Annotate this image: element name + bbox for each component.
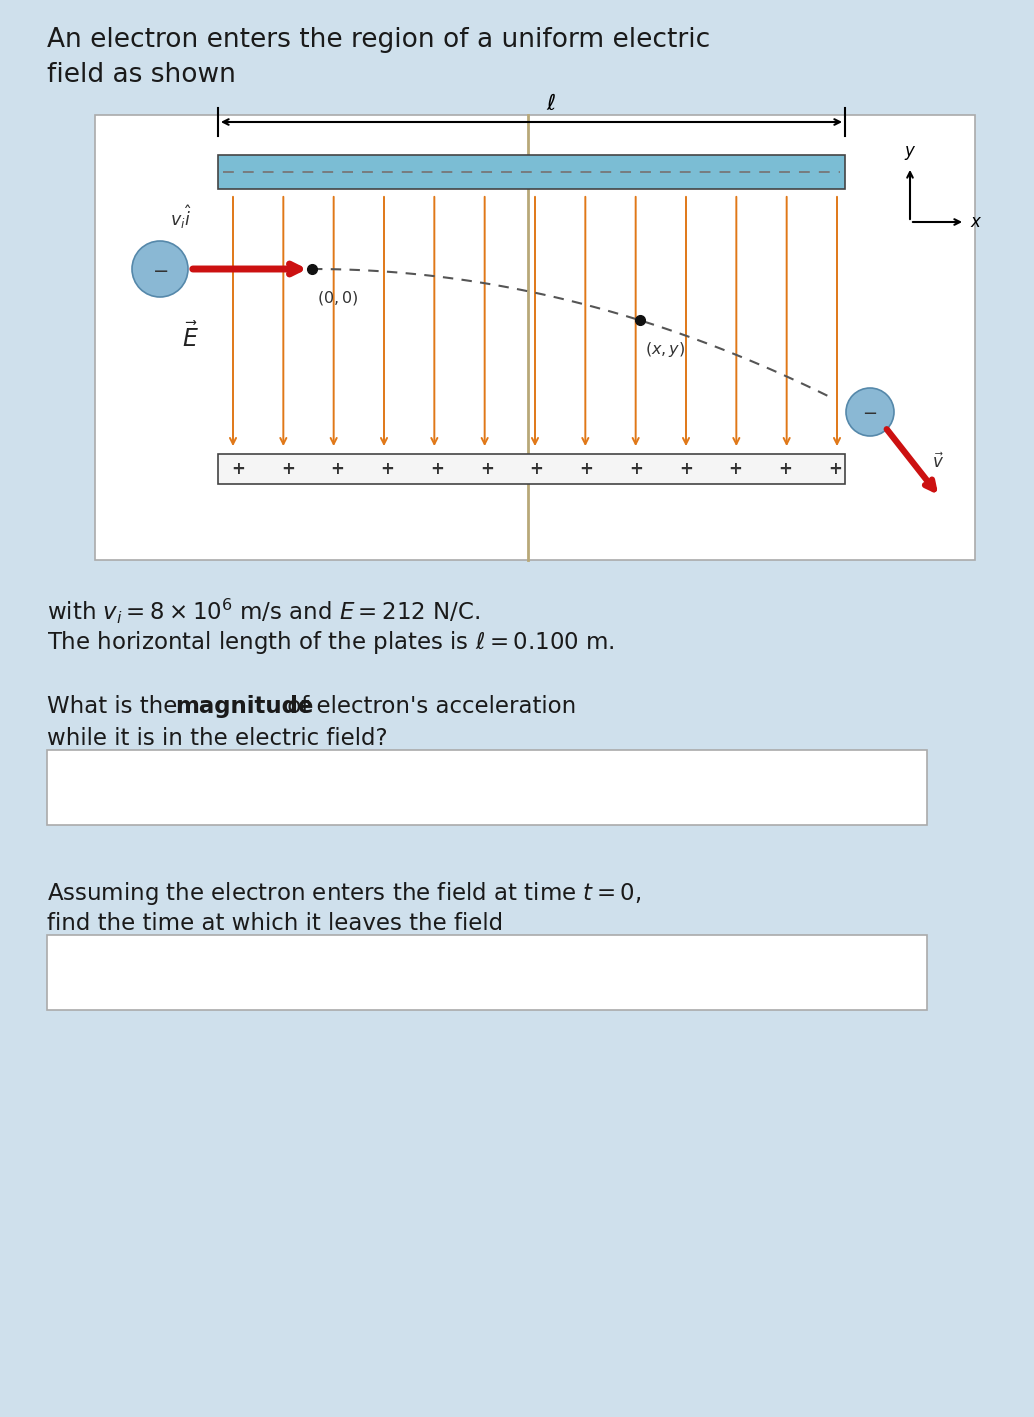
- Text: +: +: [381, 461, 394, 478]
- Bar: [47, 750, 927, 825]
- Bar: [95, 115, 975, 560]
- Text: find the time at which it leaves the field: find the time at which it leaves the fie…: [47, 913, 504, 935]
- Circle shape: [132, 241, 188, 298]
- Text: Assuming the electron enters the field at time $t = 0$,: Assuming the electron enters the field a…: [47, 880, 641, 907]
- Text: +: +: [529, 461, 544, 478]
- Text: $-$: $-$: [152, 259, 169, 279]
- Text: +: +: [828, 461, 842, 478]
- Text: $\ell$: $\ell$: [546, 94, 556, 113]
- Text: while it is in the electric field?: while it is in the electric field?: [47, 727, 388, 750]
- Text: +: +: [579, 461, 594, 478]
- Text: +: +: [331, 461, 344, 478]
- Text: $y$: $y$: [904, 145, 916, 162]
- Text: +: +: [729, 461, 742, 478]
- Text: magnitude: magnitude: [175, 694, 313, 718]
- Circle shape: [846, 388, 894, 436]
- Text: with $v_i = 8 \times 10^6$ m/s and $E = 212$ N/C.: with $v_i = 8 \times 10^6$ m/s and $E = …: [47, 597, 480, 626]
- Text: +: +: [430, 461, 444, 478]
- Bar: [218, 154, 845, 188]
- Text: $\vec{v}$: $\vec{v}$: [932, 452, 944, 472]
- Text: $v_i\hat{i}$: $v_i\hat{i}$: [170, 203, 191, 231]
- Text: $x$: $x$: [970, 213, 982, 231]
- Text: +: +: [231, 461, 245, 478]
- Bar: [47, 935, 927, 1010]
- Text: of electron's acceleration: of electron's acceleration: [280, 694, 576, 718]
- Text: +: +: [281, 461, 295, 478]
- Text: What is the: What is the: [47, 694, 185, 718]
- Bar: [218, 453, 845, 485]
- Text: An electron enters the region of a uniform electric: An electron enters the region of a unifo…: [47, 27, 710, 52]
- Text: The horizontal length of the plates is $\ell = 0.100$ m.: The horizontal length of the plates is $…: [47, 629, 614, 656]
- Text: +: +: [629, 461, 643, 478]
- Text: +: +: [480, 461, 493, 478]
- Text: field as shown: field as shown: [47, 62, 236, 88]
- Text: +: +: [779, 461, 792, 478]
- Text: $(0, 0)$: $(0, 0)$: [317, 289, 359, 307]
- Text: $(x, y)$: $(x, y)$: [645, 340, 686, 360]
- Text: $\vec{E}$: $\vec{E}$: [182, 322, 199, 351]
- Text: $-$: $-$: [862, 402, 878, 421]
- Text: +: +: [678, 461, 693, 478]
